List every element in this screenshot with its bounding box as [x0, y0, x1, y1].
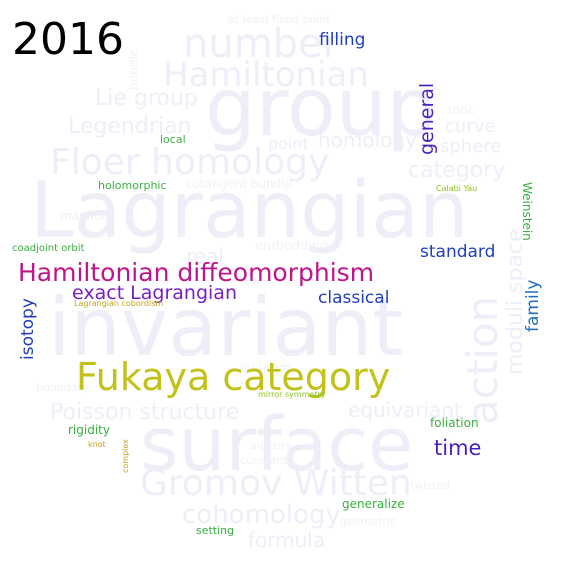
word-hamiltonian: Hamiltonian [163, 55, 369, 95]
word-foliation: foliation [430, 416, 479, 430]
word-calabi-yau: Calabi Yau [436, 184, 478, 193]
word-real: real [186, 244, 224, 268]
word-lagrangian: Lagrangian [30, 166, 469, 256]
word-filling: filling [319, 30, 366, 50]
word-surface: surface [140, 402, 414, 488]
word-homology: homology [318, 128, 417, 152]
word-cotangent-bundle: cotangent bundle [186, 177, 292, 191]
word-lie-group: Lie group [95, 86, 198, 111]
word-complex: complex [121, 439, 130, 473]
word-lagrangian-cobordism: Lagrangian cobordism [74, 299, 164, 308]
word-twisted: twisted [410, 479, 451, 492]
word-boundary: boundary [36, 381, 89, 394]
word-knot: knot [88, 440, 106, 449]
word-at-least: at least [228, 13, 270, 26]
word-number: number [183, 21, 340, 67]
word-poisson-structure: Poisson structure [50, 400, 240, 425]
word-local: local [160, 133, 186, 146]
word-hamiltonian-diffeomorphism: Hamiltonian diffeomorphism [18, 258, 375, 287]
word-legendrian: Legendrian [68, 114, 192, 139]
word-curve: curve [445, 116, 496, 137]
word-manifold: manifold [60, 209, 113, 223]
word-quantum: quantum [240, 361, 295, 375]
word-coadjoint-orbit: coadjoint orbit [12, 243, 85, 254]
word-standard: standard [420, 242, 496, 262]
word-rigidity: rigidity [68, 423, 110, 437]
word-constant: constant [240, 454, 288, 467]
word-family: family [523, 279, 543, 332]
word-point: point [268, 134, 309, 153]
year-label: 2016 [12, 14, 124, 65]
word-group: group [205, 61, 438, 154]
word-isotopy: isotopy [18, 298, 38, 360]
word-is: is [440, 435, 452, 451]
word-exact-lagrangian: exact Lagrangian [72, 282, 237, 304]
word-general: general [416, 82, 438, 155]
word-gromov-witten: Gromov Witten [140, 463, 412, 504]
word-classical: classical [318, 288, 390, 308]
word-formula: formula [248, 528, 326, 552]
word-mirror-symmetry: mirror symmetry [258, 390, 326, 399]
word-algebra: algebra [250, 439, 292, 452]
word-setting: setting [196, 524, 235, 537]
word-action: action [458, 295, 507, 425]
word-category-bg: category [408, 158, 506, 183]
word-holomorphic: holomorphic [98, 179, 167, 192]
word-invariant: invariant [48, 281, 404, 374]
word-bundle: bundle [127, 48, 141, 90]
word-weinstein: Weinstein [520, 182, 534, 241]
word-generalize: generalize [342, 497, 405, 511]
word-sphere: sphere [440, 136, 502, 157]
word-geometric: geometric [340, 515, 396, 528]
word-time: time [434, 436, 482, 460]
word-fixed-point: fixed point [272, 13, 331, 26]
word-cohomology: cohomology [182, 500, 341, 530]
word-toric: toric [448, 103, 475, 117]
word-embedding: embedding [255, 239, 329, 254]
word-fukaya-category: Fukaya category [76, 355, 391, 399]
word-floer-homology: Floer homology [50, 142, 330, 183]
word-equivariant: equivariant [348, 398, 462, 422]
